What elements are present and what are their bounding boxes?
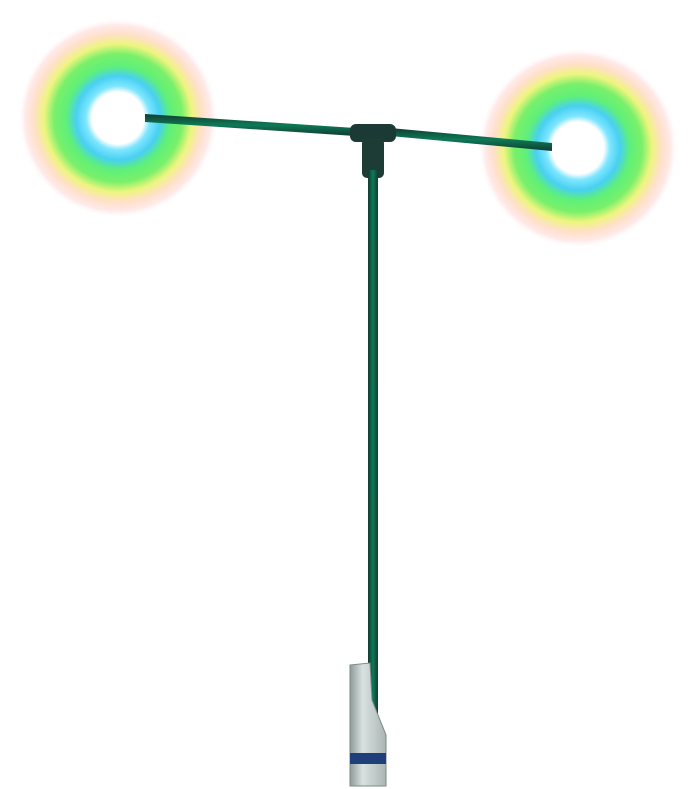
pole-base	[349, 662, 387, 787]
base-band	[350, 753, 386, 764]
right-lamp-glow	[478, 48, 678, 248]
connector-top	[350, 124, 396, 142]
t-connector	[350, 124, 396, 178]
left-lamp-glow	[18, 18, 218, 218]
arm-left-segment	[145, 114, 355, 136]
arm-right-segment	[390, 128, 552, 151]
base-stone	[349, 662, 387, 787]
left-lamp	[18, 18, 218, 218]
lamp-arm	[145, 114, 552, 151]
lamp-pole	[368, 170, 378, 730]
right-lamp	[478, 48, 678, 248]
connector-collar	[362, 138, 384, 178]
